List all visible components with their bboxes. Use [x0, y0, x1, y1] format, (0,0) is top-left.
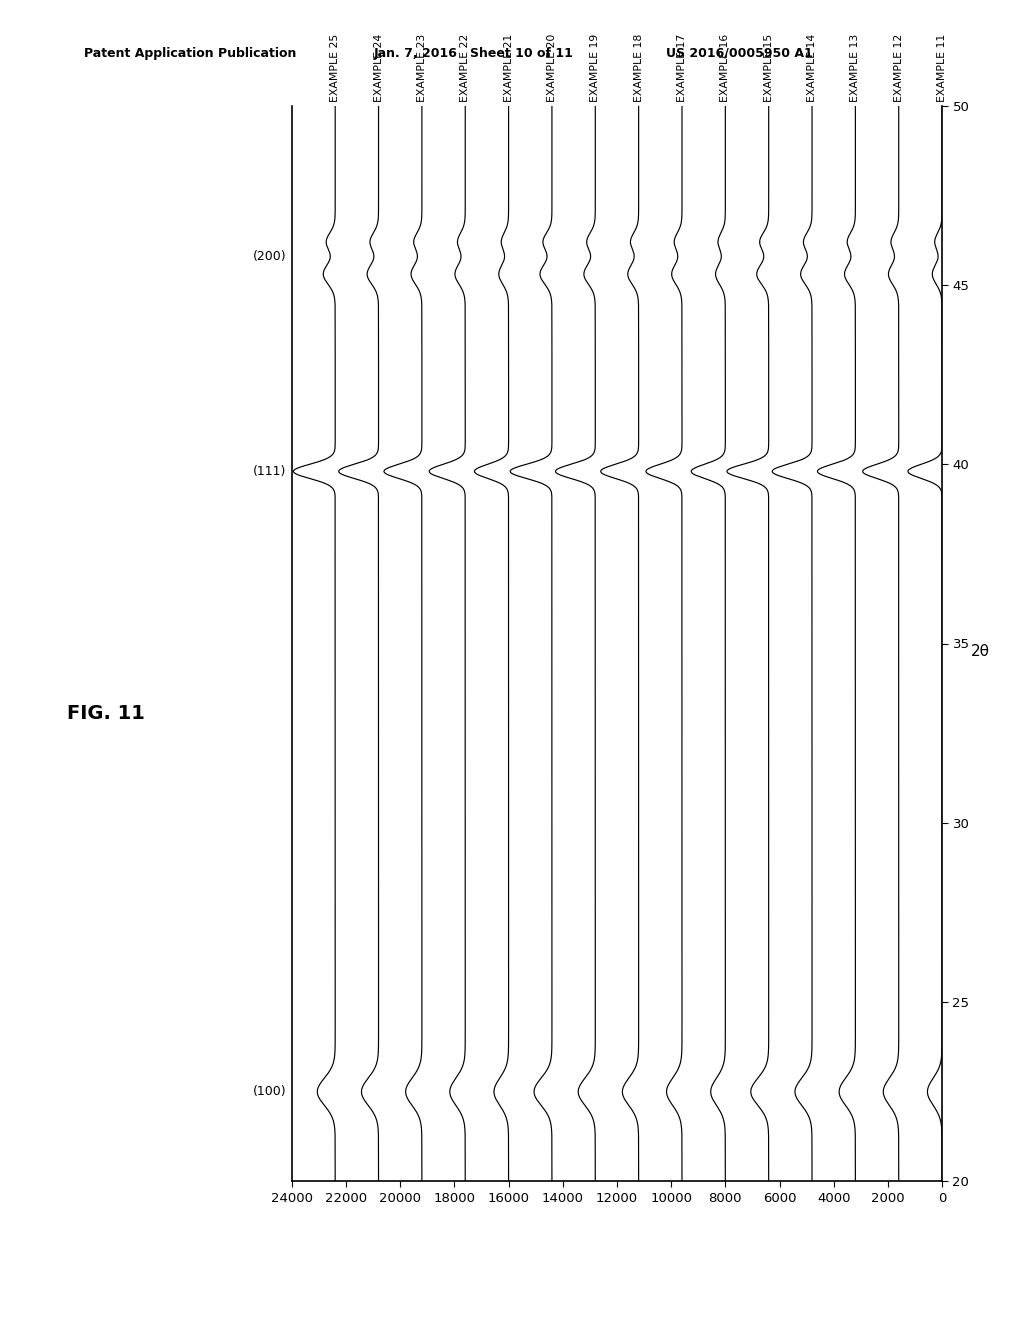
Text: EXAMPLE 12: EXAMPLE 12 — [894, 33, 904, 102]
Text: (100): (100) — [253, 1085, 287, 1098]
Text: EXAMPLE 18: EXAMPLE 18 — [634, 33, 644, 102]
Text: US 2016/0005950 A1: US 2016/0005950 A1 — [666, 46, 812, 59]
Text: EXAMPLE 13: EXAMPLE 13 — [850, 33, 860, 102]
Text: FIG. 11: FIG. 11 — [67, 705, 144, 723]
Text: EXAMPLE 21: EXAMPLE 21 — [504, 33, 514, 102]
Text: EXAMPLE 24: EXAMPLE 24 — [374, 33, 384, 102]
Text: EXAMPLE 25: EXAMPLE 25 — [330, 33, 340, 102]
Text: EXAMPLE 15: EXAMPLE 15 — [764, 33, 774, 102]
Text: Patent Application Publication: Patent Application Publication — [84, 46, 296, 59]
Text: EXAMPLE 11: EXAMPLE 11 — [937, 33, 947, 102]
Text: Jan. 7, 2016   Sheet 10 of 11: Jan. 7, 2016 Sheet 10 of 11 — [374, 46, 573, 59]
Text: (200): (200) — [253, 249, 287, 263]
Text: EXAMPLE 17: EXAMPLE 17 — [677, 33, 687, 102]
Text: EXAMPLE 16: EXAMPLE 16 — [720, 33, 730, 102]
Text: (111): (111) — [253, 465, 287, 478]
Y-axis label: 2θ: 2θ — [971, 644, 990, 659]
Text: EXAMPLE 22: EXAMPLE 22 — [460, 33, 470, 102]
Text: EXAMPLE 23: EXAMPLE 23 — [417, 33, 427, 102]
Text: EXAMPLE 20: EXAMPLE 20 — [547, 33, 557, 102]
Text: EXAMPLE 19: EXAMPLE 19 — [590, 33, 600, 102]
Text: EXAMPLE 14: EXAMPLE 14 — [807, 33, 817, 102]
